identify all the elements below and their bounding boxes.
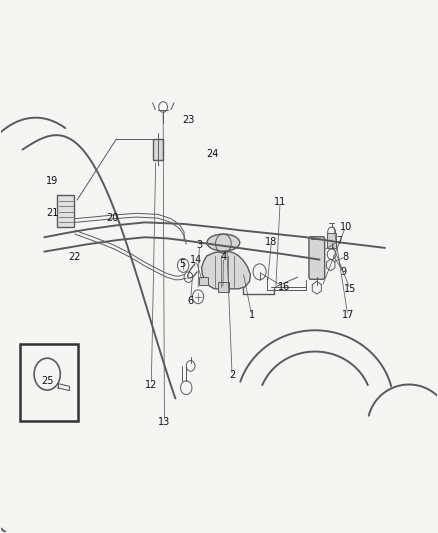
- Text: 14: 14: [190, 255, 202, 265]
- Text: 19: 19: [46, 176, 58, 187]
- Text: 5: 5: [179, 259, 185, 269]
- Text: 2: 2: [229, 370, 235, 381]
- Text: 9: 9: [340, 267, 346, 277]
- Text: 24: 24: [206, 149, 219, 159]
- Text: 8: 8: [343, 252, 349, 262]
- Text: 6: 6: [187, 296, 194, 306]
- FancyBboxPatch shape: [309, 237, 325, 279]
- Text: 20: 20: [106, 213, 118, 223]
- Text: 1: 1: [249, 310, 255, 320]
- Bar: [199, 277, 208, 285]
- Bar: [20, 344, 78, 421]
- Text: 22: 22: [68, 252, 80, 262]
- Bar: [327, 233, 336, 248]
- Text: 16: 16: [278, 282, 290, 292]
- Text: 7: 7: [336, 236, 342, 246]
- Text: 18: 18: [265, 237, 278, 247]
- Bar: [218, 282, 229, 292]
- Text: 3: 3: [196, 240, 202, 250]
- Bar: [57, 195, 74, 227]
- Text: 11: 11: [274, 197, 286, 207]
- Text: 23: 23: [182, 115, 194, 125]
- Text: 10: 10: [339, 222, 352, 232]
- Text: 4: 4: [220, 253, 226, 262]
- Text: 12: 12: [145, 379, 158, 390]
- Polygon shape: [201, 252, 251, 289]
- Bar: [152, 139, 163, 160]
- Ellipse shape: [207, 234, 240, 251]
- Text: 21: 21: [46, 208, 58, 219]
- Text: 13: 13: [158, 417, 170, 427]
- Text: 15: 15: [344, 284, 356, 294]
- Text: 25: 25: [42, 376, 54, 386]
- Text: 17: 17: [342, 310, 354, 320]
